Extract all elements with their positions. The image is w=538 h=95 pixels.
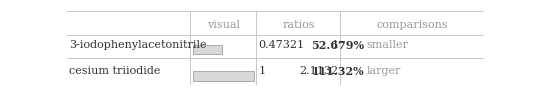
Text: 111.32%: 111.32% <box>312 66 364 77</box>
Text: comparisons: comparisons <box>377 20 449 30</box>
Text: 3-iodophenylacetonitrile: 3-iodophenylacetonitrile <box>69 40 207 50</box>
Text: 0.47321: 0.47321 <box>259 40 305 50</box>
Text: smaller: smaller <box>366 40 408 50</box>
Text: 1: 1 <box>259 66 266 76</box>
Text: larger: larger <box>366 66 401 76</box>
Text: 52.679%: 52.679% <box>311 40 364 51</box>
Text: 2.1132: 2.1132 <box>299 66 338 76</box>
Bar <box>193 71 253 81</box>
Bar <box>193 45 222 55</box>
Text: visual: visual <box>207 20 240 30</box>
Text: 1: 1 <box>331 40 338 50</box>
Text: cesium triiodide: cesium triiodide <box>69 66 161 76</box>
Text: ratios: ratios <box>282 20 315 30</box>
